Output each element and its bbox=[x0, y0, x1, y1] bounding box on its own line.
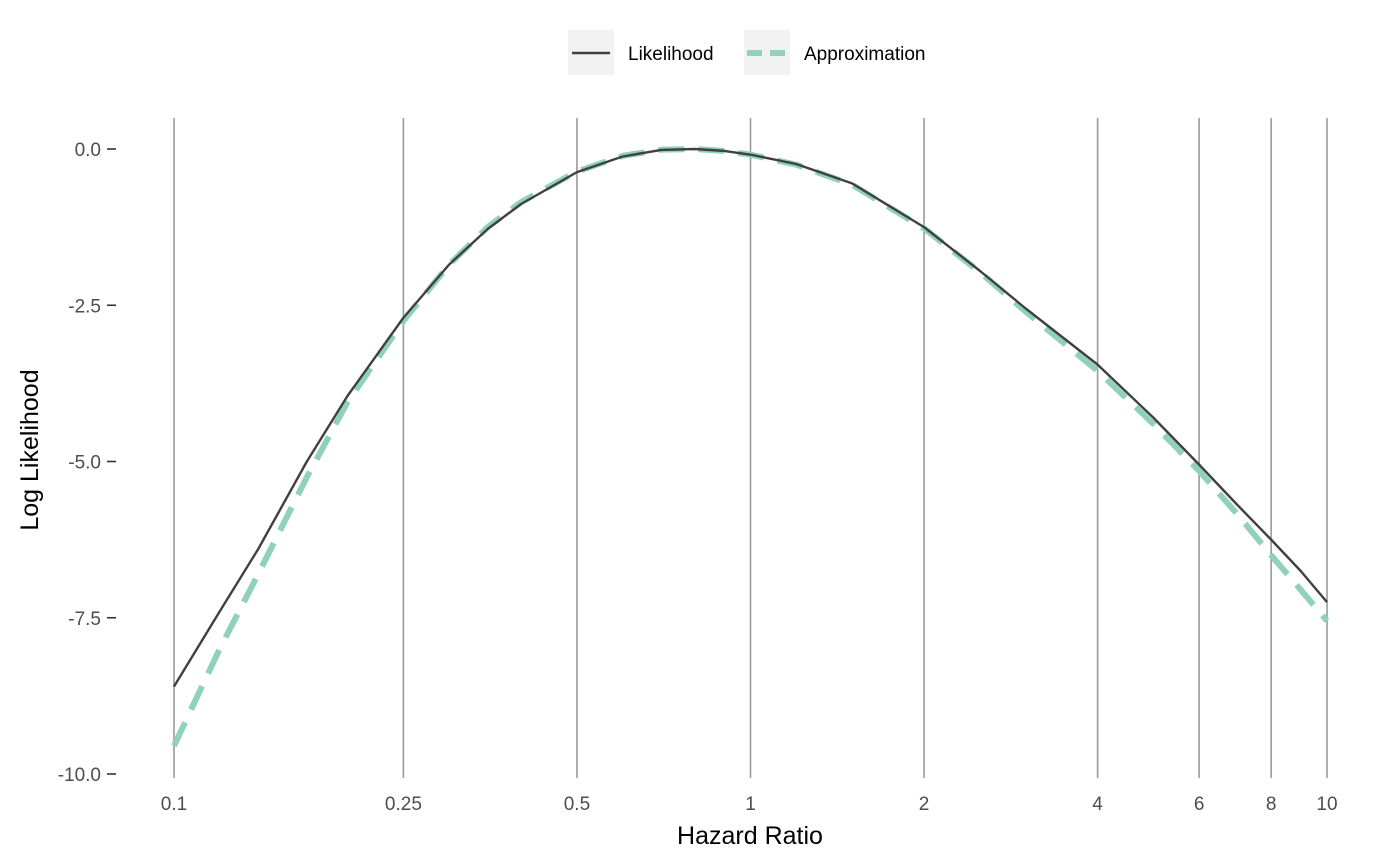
x-axis-title: Hazard Ratio bbox=[677, 822, 823, 850]
x-tick-label: 6 bbox=[1194, 794, 1205, 815]
x-tick-label: 2 bbox=[919, 794, 930, 815]
x-tick-label: 10 bbox=[1316, 794, 1337, 815]
y-tick-label: -10.0 bbox=[58, 765, 101, 786]
x-tick-label: 0.25 bbox=[385, 794, 422, 815]
y-axis: 0.0 -2.5 -5.0 -7.5 -10.0 bbox=[58, 140, 116, 786]
x-tick-label: 0.5 bbox=[564, 794, 590, 815]
x-tick-label: 4 bbox=[1092, 794, 1103, 815]
legend-item-likelihood: Likelihood bbox=[568, 30, 714, 75]
legend-label: Likelihood bbox=[628, 44, 714, 65]
y-axis-title: Log Likelihood bbox=[16, 369, 44, 530]
y-tick-label: -7.5 bbox=[68, 609, 101, 630]
y-tick-label: 0.0 bbox=[75, 140, 101, 161]
x-tick-label: 0.1 bbox=[161, 794, 187, 815]
y-tick-label: -2.5 bbox=[68, 296, 101, 317]
x-axis: 0.1 0.25 0.5 1 2 4 6 8 10 bbox=[161, 794, 1338, 815]
legend: Likelihood Approximation bbox=[568, 30, 925, 75]
x-tick-label: 1 bbox=[745, 794, 756, 815]
grid bbox=[173, 118, 1328, 778]
legend-label: Approximation bbox=[804, 44, 925, 65]
series-line-likelihood bbox=[172, 147, 1328, 688]
y-tick-label: -5.0 bbox=[68, 453, 101, 474]
x-tick-label: 8 bbox=[1266, 794, 1277, 815]
series-layer bbox=[171, 146, 1330, 748]
legend-item-approximation: Approximation bbox=[744, 30, 925, 75]
